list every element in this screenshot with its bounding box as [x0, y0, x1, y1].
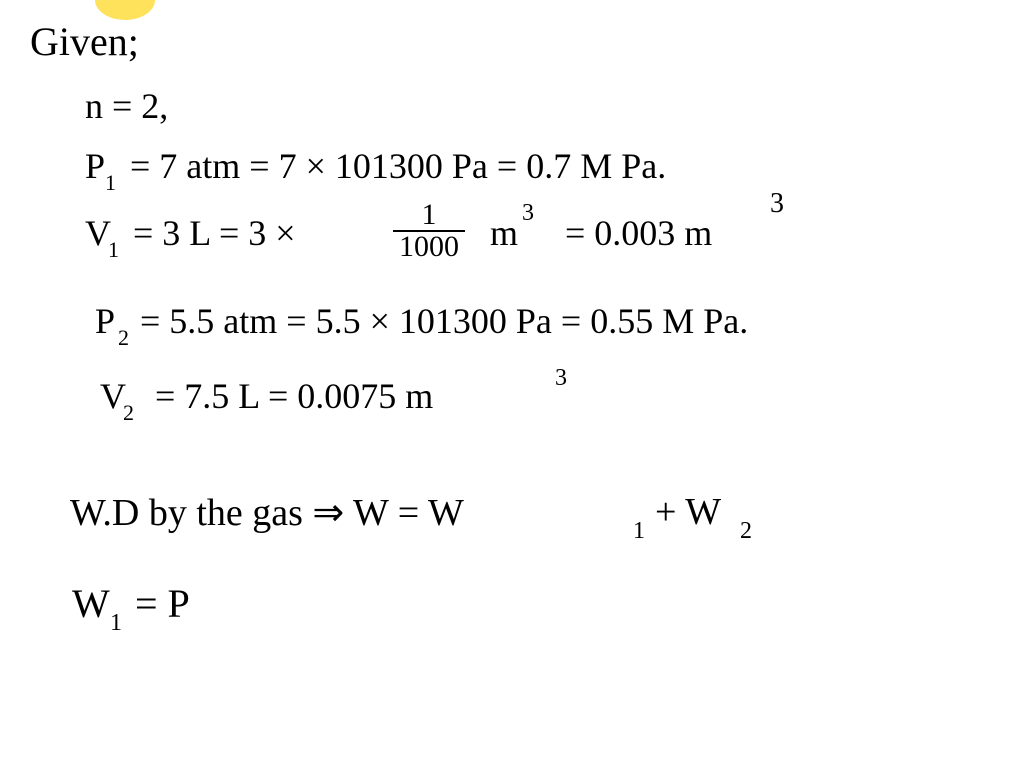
line-p1-val: = 7 atm = 7 × 101300 Pa = 0.7 M Pa.	[130, 145, 666, 187]
line-v1-result-sup: 3	[770, 188, 784, 220]
line-v2-sub: 2	[123, 400, 134, 426]
line-v1-result: = 0.003 m	[565, 212, 712, 254]
line-wd-plus: + W	[655, 490, 721, 534]
line-wd-sub2: 2	[740, 518, 752, 545]
highlighter-mark	[95, 0, 155, 20]
line-v2-val: = 7.5 L = 0.0075 m	[155, 375, 433, 417]
line-v1-fraction: 1 1000	[393, 206, 465, 268]
frac-denominator: 1000	[393, 232, 465, 262]
line-w1-sub: 1	[110, 610, 122, 637]
line-given: Given;	[30, 18, 139, 65]
line-n: n = 2,	[85, 85, 168, 127]
line-v2-sup: 3	[555, 365, 567, 392]
line-w1-val: = P	[135, 580, 190, 627]
line-p2-val: = 5.5 atm = 5.5 × 101300 Pa = 0.55 M Pa.	[140, 300, 748, 342]
line-wd: W.D by the gas ⇒ W = W	[70, 490, 464, 535]
line-v1-sub: 1	[108, 237, 119, 263]
line-v1-unit1-sup: 3	[522, 200, 534, 227]
line-p1-sym: P	[85, 145, 105, 187]
line-p1-sub: 1	[105, 170, 116, 196]
line-p2-sub: 2	[118, 325, 129, 351]
line-v1-unit1: m	[490, 212, 518, 254]
line-p2-sym: P	[95, 300, 115, 342]
frac-numerator: 1	[393, 200, 465, 232]
line-w1-sym: W	[72, 580, 110, 627]
handwritten-notes-page: Given; n = 2, P 1 = 7 atm = 7 × 101300 P…	[0, 0, 1024, 768]
line-wd-sub1: 1	[633, 518, 645, 545]
line-v1-part1: = 3 L = 3 ×	[133, 212, 296, 254]
